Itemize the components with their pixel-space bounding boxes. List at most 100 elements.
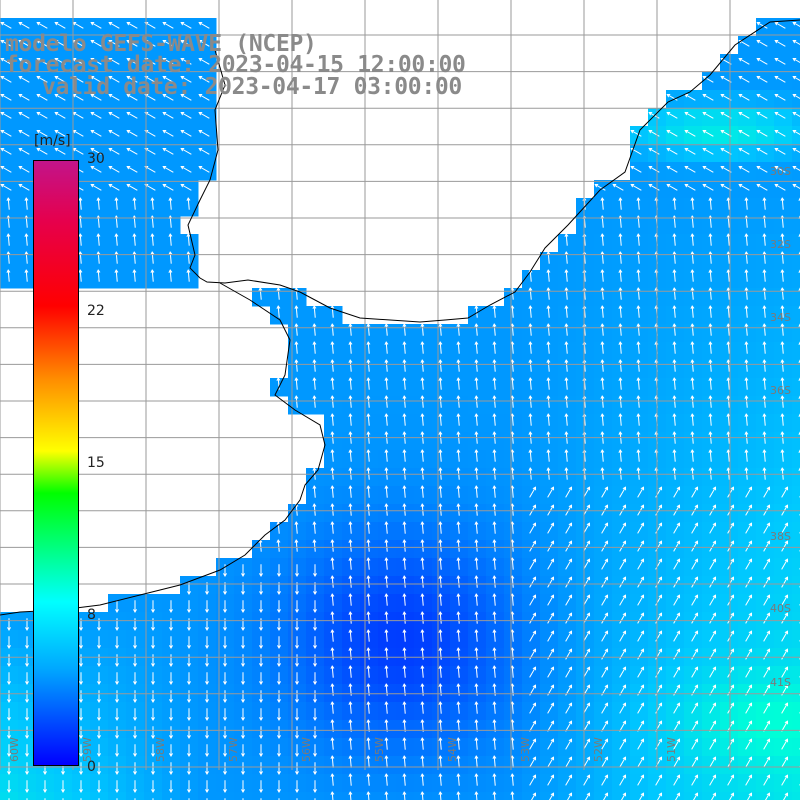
- wind-arrow: [565, 269, 568, 282]
- wind-arrow-head: [568, 774, 573, 779]
- wind-arrow-head: [366, 521, 371, 525]
- wind-arrow: [709, 233, 712, 246]
- wind-arrow: [72, 22, 84, 29]
- wind-arrow-head: [672, 251, 677, 255]
- wind-arrow-head: [702, 147, 707, 152]
- wind-arrow-head: [762, 413, 767, 417]
- wind-arrow: [439, 629, 442, 642]
- wind-arrow-head: [604, 684, 609, 689]
- wind-arrow: [72, 112, 84, 119]
- wind-arrow-head: [36, 129, 41, 134]
- wind-arrow: [531, 792, 536, 800]
- wind-arrow-head: [205, 771, 209, 775]
- wind-arrow-head: [366, 701, 371, 705]
- wind-arrow: [385, 665, 388, 678]
- wind-arrow-head: [564, 269, 569, 273]
- wind-arrow: [709, 774, 716, 786]
- wind-arrow: [313, 305, 316, 318]
- wind-arrow: [349, 377, 352, 390]
- wind-arrow-head: [223, 645, 227, 649]
- wind-arrow-head: [730, 792, 735, 797]
- wind-arrow-head: [133, 645, 137, 649]
- wind-arrow-head: [550, 702, 555, 707]
- wind-arrow-head: [600, 323, 605, 327]
- wind-arrow-head: [313, 681, 317, 685]
- wind-arrow-head: [24, 269, 29, 273]
- wind-arrow: [0, 40, 12, 47]
- wind-arrow-head: [187, 699, 191, 703]
- wind-arrow-head: [330, 539, 335, 543]
- wind-arrow-head: [0, 93, 5, 98]
- wind-arrow-head: [640, 522, 645, 527]
- wind-arrow: [403, 521, 406, 534]
- wind-arrow-head: [330, 485, 335, 489]
- wind-arrow: [385, 557, 388, 570]
- wind-arrow: [565, 251, 568, 264]
- wind-arrow: [745, 413, 748, 426]
- wind-arrow-head: [384, 503, 389, 507]
- wind-arrow: [421, 413, 424, 426]
- wind-arrow-head: [766, 702, 771, 707]
- wind-arrow-head: [648, 111, 653, 116]
- wind-arrow-head: [205, 609, 209, 613]
- wind-arrow-head: [162, 39, 167, 44]
- wind-arrow-head: [259, 681, 263, 685]
- wind-arrow-head: [132, 251, 137, 255]
- wind-arrow-head: [474, 791, 479, 795]
- wind-arrow-head: [384, 773, 389, 777]
- wind-arrow-head: [780, 251, 785, 255]
- wind-arrow: [475, 485, 478, 498]
- wind-arrow-head: [187, 609, 191, 613]
- wind-arrow-head: [756, 111, 761, 116]
- wind-arrow-head: [474, 503, 479, 507]
- wind-arrow-head: [223, 789, 227, 793]
- wind-cell: [378, 792, 397, 800]
- wind-arrow-head: [259, 753, 263, 757]
- wind-arrow: [457, 611, 460, 624]
- wind-arrow-head: [259, 735, 263, 739]
- wind-arrow: [583, 720, 590, 732]
- wind-arrow: [702, 112, 714, 119]
- wind-arrow-head: [492, 629, 497, 633]
- wind-arrow-head: [277, 645, 281, 649]
- wind-arrow: [162, 184, 174, 191]
- wind-arrow: [475, 665, 478, 678]
- wind-arrow-head: [187, 753, 191, 757]
- wind-arrow: [385, 341, 388, 354]
- wind-arrow-head: [330, 557, 335, 561]
- wind-arrow: [295, 395, 298, 408]
- wind-arrow-head: [132, 233, 137, 237]
- wind-arrow-head: [622, 594, 627, 599]
- wind-arrow-head: [24, 233, 29, 237]
- wind-arrow: [621, 792, 626, 800]
- wind-arrow: [774, 112, 786, 119]
- wind-arrow-head: [402, 413, 407, 417]
- wind-arrow-head: [600, 287, 605, 291]
- wind-arrow: [97, 233, 100, 246]
- wind-arrow: [684, 94, 696, 101]
- wind-arrow-head: [798, 413, 800, 417]
- wind-arrow-head: [384, 341, 389, 345]
- wind-arrow-head: [762, 431, 767, 435]
- wind-arrow-head: [294, 359, 299, 363]
- wind-arrow: [565, 486, 572, 498]
- wind-arrow: [367, 719, 370, 732]
- wind-arrow: [774, 40, 786, 47]
- wind-cell: [792, 738, 800, 757]
- wind-arrow-head: [658, 504, 663, 509]
- wind-arrow-head: [474, 719, 479, 723]
- wind-arrow: [331, 521, 334, 534]
- wind-arrow-head: [600, 359, 605, 363]
- wind-arrow: [774, 58, 786, 65]
- wind-arrow: [691, 558, 698, 570]
- wind-arrow: [781, 486, 788, 498]
- wind-arrow-head: [259, 717, 263, 721]
- wind-arrow-head: [528, 467, 533, 471]
- wind-arrow-head: [798, 395, 800, 399]
- wind-arrow: [619, 774, 626, 786]
- wind-arrow: [619, 630, 626, 642]
- wind-arrow: [367, 557, 370, 570]
- wind-arrow: [367, 359, 370, 372]
- wind-arrow: [331, 323, 334, 336]
- wind-cell: [738, 792, 757, 800]
